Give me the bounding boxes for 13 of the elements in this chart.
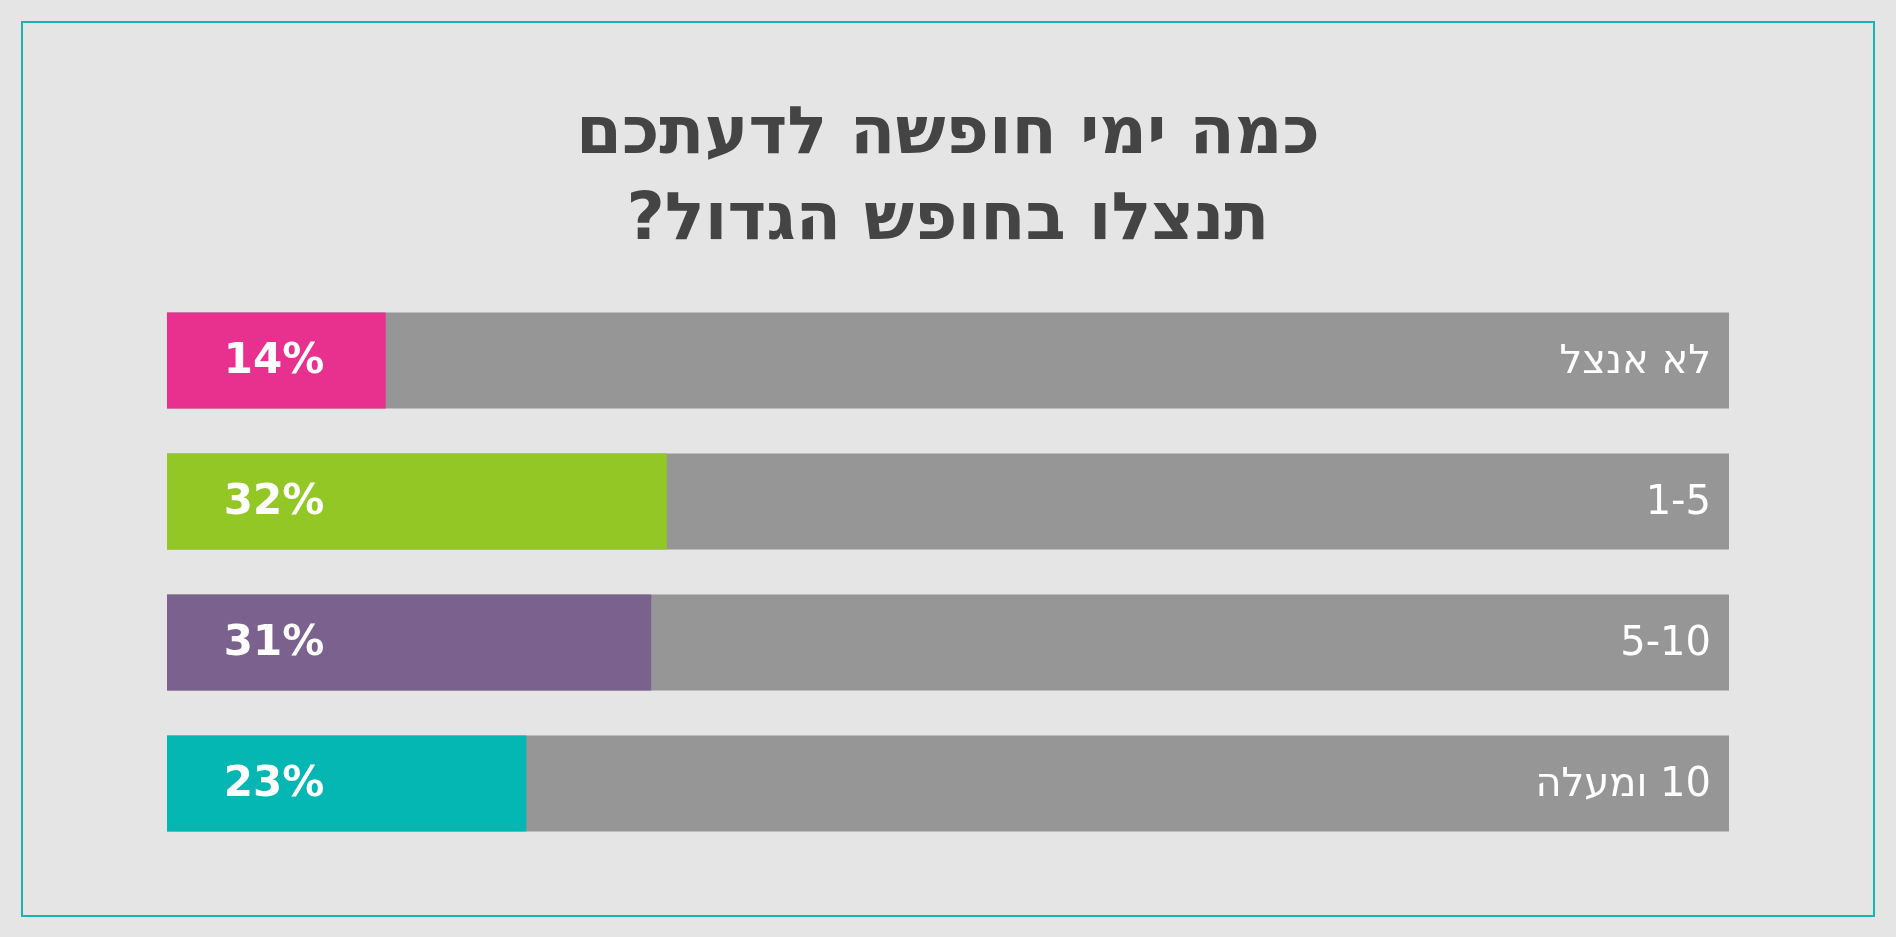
bar	[167, 594, 652, 691]
bar	[167, 453, 667, 550]
y-tick-label: 1-5	[1645, 476, 1711, 523]
data-label: 23%	[223, 757, 325, 807]
chart-title: כמה ימי חופשה לדעתכם תנצלו בחופש הגדול?	[575, 91, 1321, 257]
data-label: 14%	[223, 334, 325, 384]
bar	[167, 312, 386, 409]
bar	[167, 735, 527, 832]
y-tick-label: לא אנצל	[1559, 335, 1711, 382]
data-label: 31%	[223, 616, 325, 666]
y-tick-label: 10 ומעלה	[1535, 758, 1711, 805]
y-tick-label: 5-10	[1620, 617, 1711, 664]
data-label: 32%	[223, 475, 325, 525]
